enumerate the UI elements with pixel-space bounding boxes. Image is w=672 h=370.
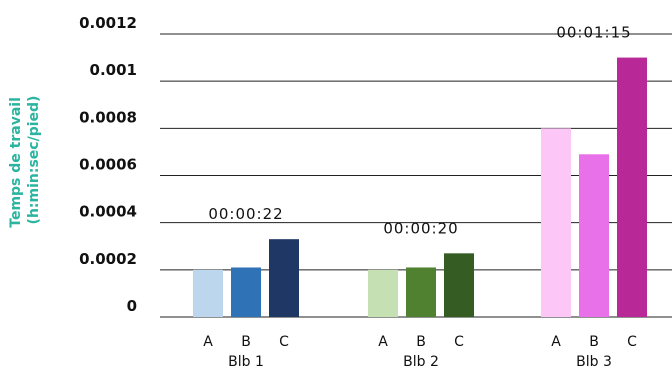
bar: [579, 154, 609, 317]
y-tick-label: 0.0002: [79, 250, 137, 268]
bars: [193, 57, 647, 317]
bar: [617, 57, 647, 317]
bar: [444, 253, 474, 317]
y-tick-label: 0.0008: [79, 108, 137, 126]
x-tick-label: A: [203, 334, 213, 350]
bar: [193, 269, 223, 317]
y-tick-label: 0.0006: [79, 156, 137, 174]
group-label: Blb 2: [403, 354, 439, 370]
bar: [231, 267, 261, 317]
x-tick-label: C: [279, 334, 289, 350]
bar: [541, 128, 571, 317]
annotations: 00:00:22 00:00:20 00:01:15: [208, 24, 631, 238]
group-annotation: 00:00:22: [208, 205, 283, 223]
y-axis-ticks: 0 0.0002 0.0004 0.0006 0.0008 0.001 0.0012: [79, 14, 137, 315]
bar: [368, 269, 398, 317]
group-annotation: 00:01:15: [556, 24, 631, 42]
x-tick-label: B: [241, 334, 251, 350]
x-tick-label: A: [551, 334, 561, 350]
x-tick-label: B: [589, 334, 599, 350]
y-tick-label: 0.0012: [79, 14, 137, 32]
x-tick-label: C: [454, 334, 464, 350]
y-tick-label: 0.001: [90, 61, 137, 79]
y-axis-label-line-1: Temps de travail: [8, 97, 24, 228]
x-tick-label: A: [378, 334, 388, 350]
y-tick-label: 0: [127, 297, 137, 315]
y-axis-label-line-2: (h:min:sec/pied): [26, 96, 42, 225]
y-tick-label: 0.0004: [79, 203, 137, 221]
group-label: Blb 3: [576, 354, 612, 370]
group-label: Blb 1: [228, 354, 264, 370]
x-tick-label: B: [416, 334, 426, 350]
bar: [269, 239, 299, 317]
y-axis-label: Temps de travail (h:min:sec/pied): [8, 92, 42, 227]
x-tick-label: C: [627, 334, 637, 350]
bar: [406, 267, 436, 317]
x-axis-labels: A B C Blb 1 A B C Blb 2 A B C Blb 3: [203, 334, 637, 370]
group-annotation: 00:00:20: [383, 219, 458, 237]
